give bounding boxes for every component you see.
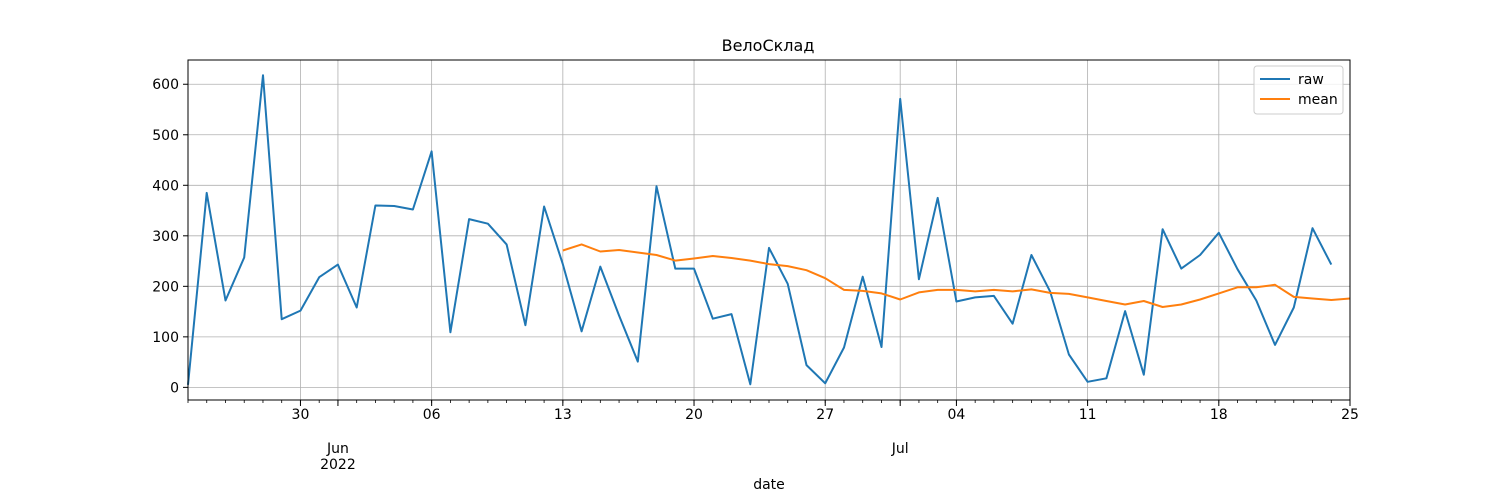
y-tick-label: 300 — [152, 229, 179, 245]
x-tick-label-year: 2022 — [320, 457, 356, 473]
x-tick-label: 27 — [816, 407, 834, 423]
y-tick-label: 500 — [152, 128, 179, 144]
series-line-raw — [187, 74, 1333, 386]
x-tick-label: Jun — [326, 441, 349, 457]
x-axis-label: date — [753, 477, 785, 493]
series-line-mean — [562, 243, 1351, 308]
legend-label-mean: mean — [1298, 92, 1338, 108]
x-tick-label: 13 — [554, 407, 572, 423]
y-tick-label: 600 — [152, 77, 179, 93]
y-tick-label: 100 — [152, 330, 179, 346]
x-tick-label: 11 — [1079, 407, 1097, 423]
y-tick-label: 400 — [152, 178, 179, 194]
grid — [188, 60, 1351, 400]
y-tick-label: 0 — [170, 380, 179, 396]
x-tick-label: Jul — [891, 441, 909, 457]
x-tick-label: 30 — [292, 407, 310, 423]
x-tick-label: 06 — [423, 407, 441, 423]
x-tick-label: 18 — [1210, 407, 1228, 423]
plot-series — [187, 74, 1351, 386]
x-tick-label: 20 — [685, 407, 703, 423]
legend-label-raw: raw — [1298, 72, 1324, 88]
x-tick-label: 25 — [1341, 407, 1359, 423]
chart-title: ВелоСклад — [722, 36, 815, 55]
x-tick-label: 04 — [948, 407, 966, 423]
y-axis: 0 100 200 300 400 500 600 — [152, 77, 188, 396]
legend: raw mean — [1253, 65, 1344, 115]
y-tick-label: 200 — [152, 279, 179, 295]
